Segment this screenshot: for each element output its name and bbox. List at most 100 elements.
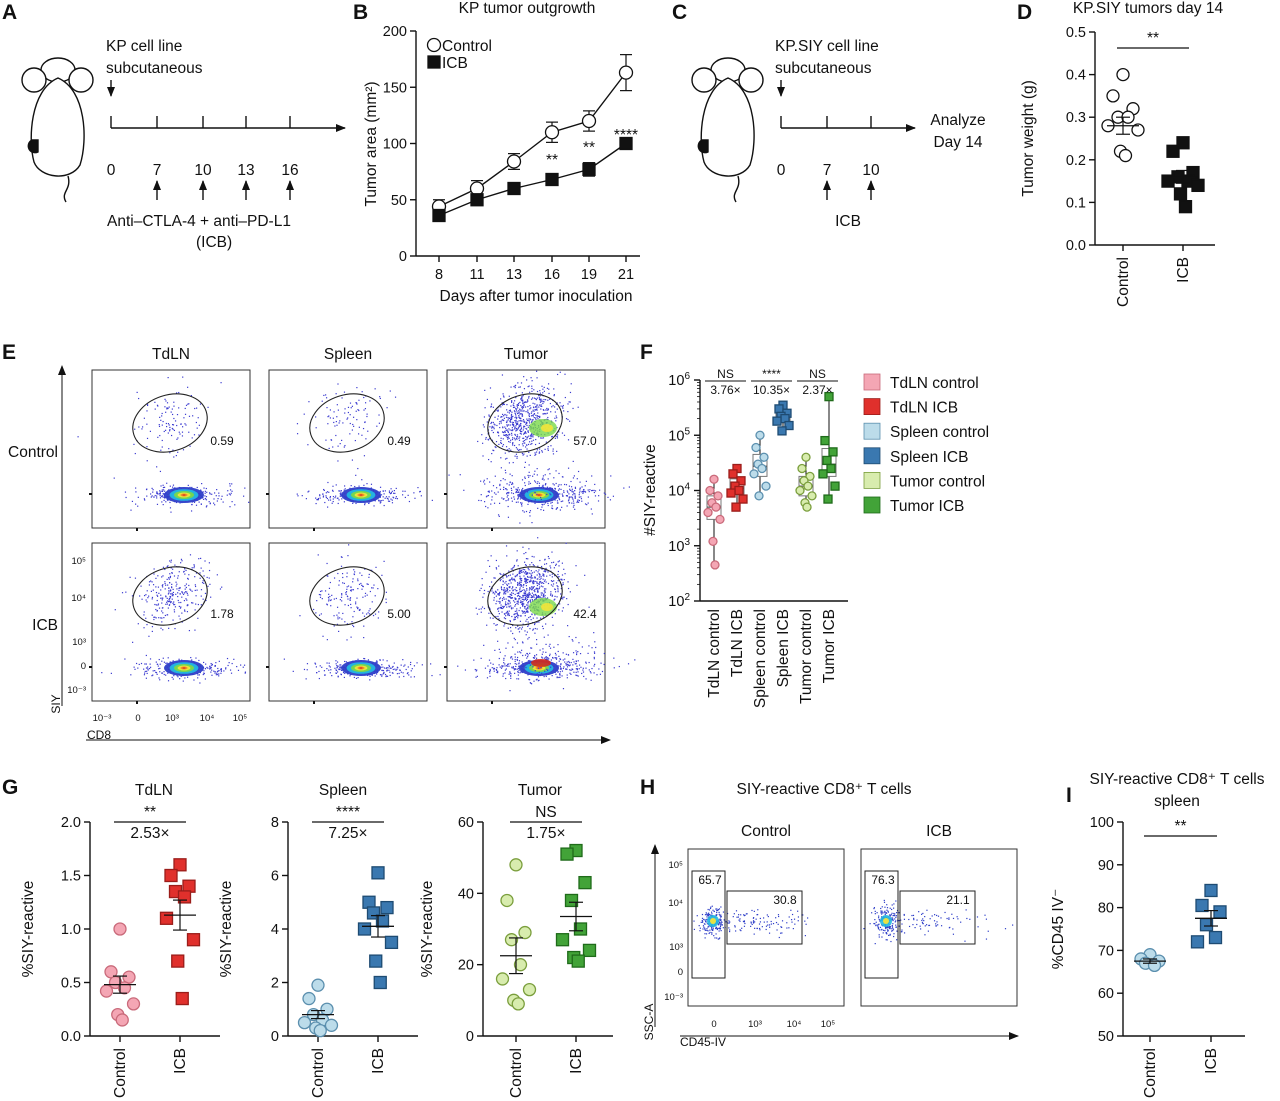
event <box>344 672 346 675</box>
event <box>536 409 538 411</box>
event <box>506 429 508 431</box>
event <box>130 509 132 511</box>
event <box>533 594 535 596</box>
event <box>519 522 521 524</box>
event <box>551 562 553 564</box>
event <box>386 407 388 409</box>
event <box>581 646 583 648</box>
event <box>162 657 164 659</box>
event <box>520 628 523 630</box>
event <box>491 590 493 592</box>
event <box>585 667 587 669</box>
event <box>720 915 722 918</box>
event <box>584 503 587 505</box>
event <box>339 668 341 670</box>
y-tick-label: 0.0 <box>1066 238 1086 254</box>
event <box>363 636 365 639</box>
fold-change-label: 10.35× <box>753 383 790 397</box>
event <box>593 672 595 674</box>
event <box>383 560 385 562</box>
event <box>162 484 164 486</box>
event <box>709 907 712 910</box>
event <box>189 588 191 590</box>
event <box>341 618 343 620</box>
significance-label: ** <box>546 152 558 169</box>
event <box>316 499 318 501</box>
density-hotspot <box>182 494 186 496</box>
event <box>508 395 510 397</box>
event <box>519 584 521 586</box>
event <box>520 404 522 407</box>
event <box>498 607 500 609</box>
event <box>508 570 510 572</box>
event <box>515 501 517 503</box>
event <box>559 658 562 661</box>
event <box>498 565 500 567</box>
event <box>389 671 391 673</box>
event <box>520 671 522 673</box>
event <box>519 492 521 494</box>
event <box>349 422 351 425</box>
event <box>367 583 369 586</box>
event <box>200 503 202 505</box>
event <box>506 420 508 422</box>
event <box>520 614 522 617</box>
event <box>542 578 544 580</box>
event <box>170 511 172 513</box>
event <box>384 497 386 499</box>
event <box>338 580 340 582</box>
event <box>161 621 163 623</box>
event <box>145 617 147 619</box>
event <box>567 410 569 413</box>
event <box>335 495 337 497</box>
event <box>489 670 491 673</box>
event <box>538 621 540 623</box>
event <box>389 674 391 677</box>
event <box>546 597 549 599</box>
flow-h-title: SIY-reactive CD8⁺ T cells <box>736 781 911 798</box>
event <box>159 416 161 418</box>
event <box>196 486 198 489</box>
event <box>519 651 521 653</box>
event <box>332 417 334 419</box>
event <box>531 411 533 413</box>
event <box>236 665 238 668</box>
event <box>562 598 564 600</box>
significance-label: NS <box>809 367 826 381</box>
event <box>149 430 152 432</box>
event <box>523 439 525 442</box>
event <box>179 433 181 435</box>
event <box>525 432 527 434</box>
event <box>495 567 497 569</box>
event <box>505 590 507 592</box>
event <box>701 921 704 923</box>
event <box>584 485 586 487</box>
event <box>496 600 498 602</box>
event <box>523 432 526 434</box>
y-axis-label: SSC-A <box>642 1004 656 1041</box>
event <box>532 415 534 417</box>
event <box>326 604 329 606</box>
y-tick-label: 0.5 <box>1066 25 1086 41</box>
fold-change-label: 3.76× <box>710 383 740 397</box>
event <box>169 507 172 509</box>
event <box>337 616 339 618</box>
event <box>797 920 799 922</box>
event <box>517 601 519 603</box>
event <box>214 665 216 667</box>
event <box>369 608 371 610</box>
event <box>184 568 186 570</box>
event <box>522 584 525 586</box>
event <box>704 927 706 929</box>
event <box>522 399 524 401</box>
event <box>562 659 564 661</box>
event <box>525 610 528 612</box>
event <box>521 602 523 605</box>
event <box>557 670 559 673</box>
event <box>361 574 363 577</box>
event <box>552 585 554 587</box>
event <box>362 596 364 598</box>
event <box>343 489 345 491</box>
event <box>523 599 525 601</box>
event <box>134 428 136 430</box>
